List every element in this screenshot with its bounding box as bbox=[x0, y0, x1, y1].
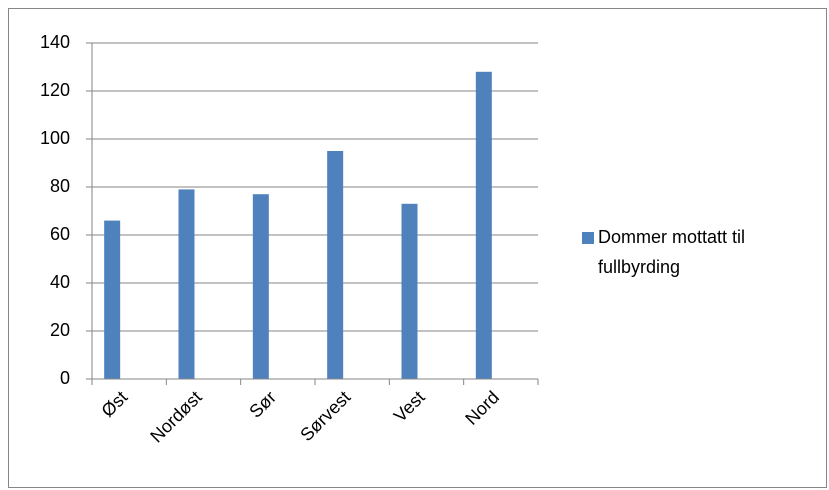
y-tick-label: 100 bbox=[40, 128, 70, 148]
bar bbox=[104, 220, 121, 379]
legend-swatch bbox=[582, 232, 594, 244]
legend-label: Dommer mottatt til fullbyrding bbox=[598, 227, 746, 277]
y-tick-label: 0 bbox=[60, 368, 70, 388]
legend: Dommer mottatt til fullbyrding bbox=[580, 222, 820, 282]
bar bbox=[401, 203, 418, 379]
y-tick-label: 40 bbox=[50, 272, 70, 292]
x-tick-label: Sørvest bbox=[296, 387, 354, 445]
bar bbox=[327, 151, 344, 379]
y-tick-label: 140 bbox=[40, 32, 70, 52]
y-tick-label: 120 bbox=[40, 80, 70, 100]
bar bbox=[252, 194, 269, 379]
x-tick-label: Nordøst bbox=[146, 387, 205, 446]
chart-border bbox=[8, 8, 827, 488]
y-tick-label: 80 bbox=[50, 176, 70, 196]
x-tick-label: Nord bbox=[461, 387, 503, 429]
x-tick-label: Øst bbox=[97, 387, 131, 421]
x-tick-label: Sør bbox=[245, 387, 280, 422]
bar bbox=[178, 189, 195, 379]
y-tick-label: 20 bbox=[50, 320, 70, 340]
x-tick-label: Vest bbox=[390, 387, 429, 426]
bar bbox=[475, 71, 492, 380]
y-tick-label: 60 bbox=[50, 224, 70, 244]
